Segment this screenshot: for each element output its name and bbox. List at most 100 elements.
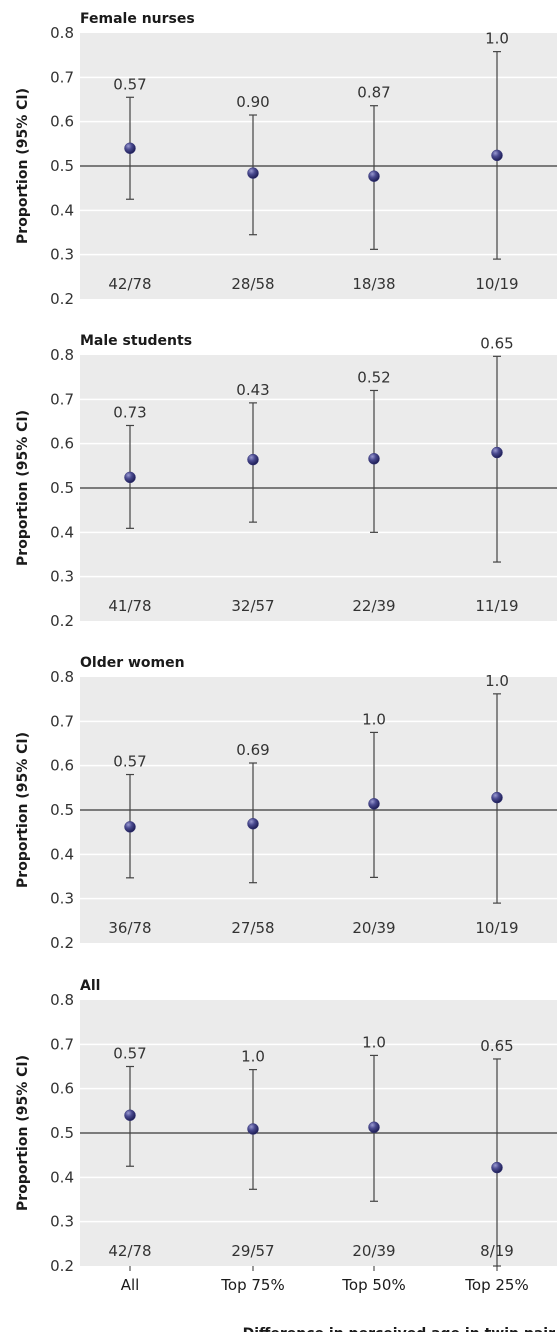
data-point-group: 0.90 28/58 — [231, 93, 274, 293]
y-tick-label: 0.6 — [50, 757, 74, 775]
y-tick-label: 0.4 — [50, 201, 74, 219]
count-label: 8/19 — [480, 1242, 514, 1260]
p-value-label: 1.0 — [485, 672, 509, 690]
p-value-label: 0.73 — [113, 403, 146, 421]
x-axis-group: All Top 75% Top 50% Top 25% Difference in pe… — [121, 1266, 555, 1332]
x-axis-label: Difference in perceived age in twin pair — [243, 1326, 555, 1332]
point-marker — [247, 817, 259, 830]
data-point-group: 0.73 41/78 — [108, 403, 151, 615]
p-value-label: 1.0 — [362, 710, 386, 728]
count-label: 11/19 — [475, 597, 518, 615]
p-value-label: 0.90 — [236, 93, 269, 111]
point-marker — [368, 452, 380, 465]
panel-3: 0.2 0.3 0.4 0.5 0.6 0.7 0.8 Older women Proporti… — [15, 655, 557, 952]
y-tick-label: 0.8 — [50, 991, 74, 1009]
y-tick-label: 0.2 — [50, 934, 74, 952]
point-marker — [124, 471, 136, 484]
data-point-group: 0.57 42/78 — [108, 1045, 151, 1261]
panel-1: 0.2 0.3 0.4 0.5 0.6 0.7 0.8 Female nurses Propor… — [15, 11, 557, 308]
panel-4: 0.2 0.3 0.4 0.5 0.6 0.7 0.8 All Proportion (95% … — [15, 978, 557, 1275]
x-category-label: Top 50% — [341, 1276, 405, 1294]
point-marker — [247, 453, 259, 466]
y-tick-label: 0.7 — [50, 712, 74, 730]
y-tick-label: 0.3 — [50, 246, 74, 264]
data-point-group: 0.57 42/78 — [108, 75, 151, 293]
y-tick-label: 0.6 — [50, 435, 74, 453]
y-tick-label: 0.2 — [50, 1257, 74, 1275]
count-label: 27/58 — [231, 919, 274, 937]
y-axis-label: Proportion (95% CI) — [15, 410, 31, 566]
p-value-label: 0.57 — [113, 753, 146, 771]
y-tick-label: 0.3 — [50, 568, 74, 586]
count-label: 42/78 — [108, 275, 151, 293]
p-value-label: 1.0 — [362, 1033, 386, 1051]
point-marker — [368, 1121, 380, 1133]
p-value-label: 0.65 — [480, 334, 513, 352]
point-marker — [491, 446, 503, 459]
y-tick-label: 0.5 — [50, 801, 74, 819]
point-marker — [247, 167, 259, 179]
y-tick-label: 0.2 — [50, 290, 74, 308]
y-tick-label: 0.7 — [50, 1035, 74, 1053]
count-label: 10/19 — [475, 919, 518, 937]
y-tick-label: 0.7 — [50, 68, 74, 86]
p-value-label: 0.52 — [357, 368, 390, 386]
panels-group: 0.2 0.3 0.4 0.5 0.6 0.7 0.8 Female nurses Propor… — [15, 11, 557, 1275]
data-point-group: 1.0 20/39 — [352, 1033, 395, 1260]
data-point-group: 0.57 36/78 — [108, 753, 151, 937]
y-tick-label: 0.8 — [50, 346, 74, 364]
y-tick-label: 0.8 — [50, 668, 74, 686]
y-axis-label: Proportion (95% CI) — [15, 88, 31, 244]
data-point-group: 1.0 29/57 — [231, 1048, 274, 1260]
x-category-label: Top 75% — [220, 1276, 284, 1294]
data-point-group: 0.69 27/58 — [231, 741, 274, 937]
count-label: 20/39 — [352, 1242, 395, 1260]
y-tick-label: 0.6 — [50, 113, 74, 131]
panel-title: Male students — [80, 333, 192, 349]
p-value-label: 0.87 — [357, 84, 390, 102]
data-point-group: 0.52 22/39 — [352, 368, 395, 615]
count-label: 42/78 — [108, 1242, 151, 1260]
data-point-group: 1.0 20/39 — [352, 710, 395, 937]
y-tick-label: 0.5 — [50, 479, 74, 497]
p-value-label: 1.0 — [485, 30, 509, 48]
data-point-group: 1.0 10/19 — [475, 672, 518, 937]
point-marker — [247, 1123, 259, 1135]
y-tick-label: 0.8 — [50, 24, 74, 42]
y-tick-label: 0.4 — [50, 523, 74, 541]
y-tick-label: 0.3 — [50, 890, 74, 908]
p-value-label: 0.69 — [236, 741, 269, 759]
count-label: 29/57 — [231, 1242, 274, 1260]
count-label: 41/78 — [108, 597, 151, 615]
count-label: 10/19 — [475, 275, 518, 293]
data-point-group: 0.87 18/38 — [352, 84, 395, 293]
point-marker — [124, 821, 136, 833]
count-label: 28/58 — [231, 275, 274, 293]
y-axis-label: Proportion (95% CI) — [15, 1055, 31, 1211]
point-marker — [124, 142, 136, 155]
count-label: 36/78 — [108, 919, 151, 937]
count-label: 20/39 — [352, 919, 395, 937]
p-value-label: 0.57 — [113, 1045, 146, 1063]
data-point-group: 0.65 8/19 — [480, 1037, 514, 1267]
point-marker — [491, 149, 503, 162]
data-point-group: 0.43 32/57 — [231, 381, 274, 615]
panel-title: Older women — [80, 655, 185, 671]
point-marker — [368, 170, 380, 182]
point-marker — [491, 791, 503, 804]
x-category-label: Top 25% — [464, 1276, 528, 1294]
p-value-label: 0.65 — [480, 1037, 513, 1055]
p-value-label: 0.57 — [113, 75, 146, 93]
count-label: 22/39 — [352, 597, 395, 615]
point-marker — [368, 798, 380, 810]
y-tick-label: 0.3 — [50, 1213, 74, 1231]
p-value-label: 0.43 — [236, 381, 269, 399]
y-axis-label: Proportion (95% CI) — [15, 732, 31, 888]
y-tick-label: 0.5 — [50, 1124, 74, 1142]
y-tick-label: 0.4 — [50, 845, 74, 863]
point-marker — [124, 1109, 136, 1122]
y-tick-label: 0.4 — [50, 1168, 74, 1186]
data-point-group: 0.65 11/19 — [475, 334, 518, 615]
y-tick-label: 0.5 — [50, 157, 74, 175]
